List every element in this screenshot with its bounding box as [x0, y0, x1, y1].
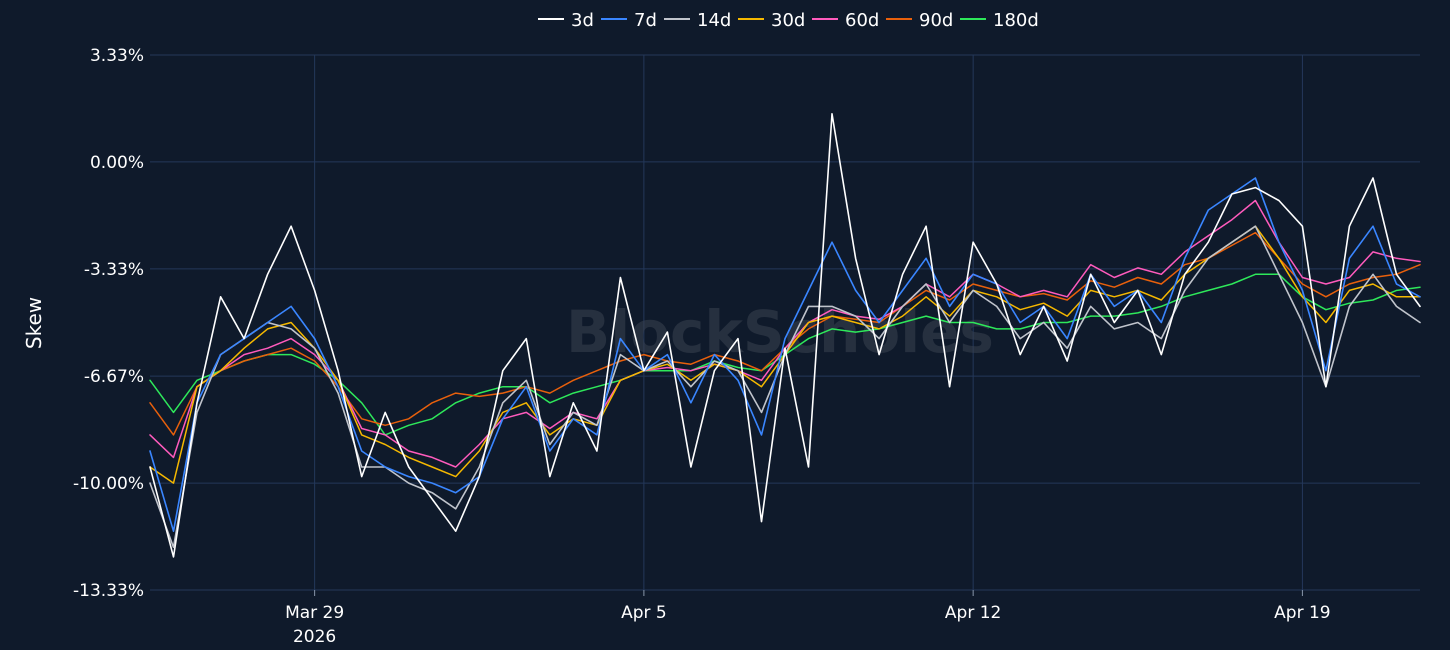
y-tick-label: -10.00% — [73, 474, 144, 494]
y-axis-title: Skew — [22, 297, 46, 349]
legend-label-3d: 3d — [571, 10, 594, 31]
y-tick-label: 3.33% — [90, 46, 144, 66]
series-line-3d — [149, 113, 1421, 558]
x-tick-label: Apr 12 — [945, 603, 1001, 623]
y-tick-label: 0.00% — [90, 153, 144, 173]
x-tick-label: Apr 19 — [1274, 603, 1330, 623]
y-tick-label: -13.33% — [73, 581, 144, 601]
series-line-7d — [149, 177, 1421, 533]
legend: 3d 7d 14d 30d 60d 90d 180d — [538, 10, 1039, 31]
y-tick-label: -6.67% — [84, 367, 144, 387]
legend-label-90d: 90d — [919, 10, 953, 31]
legend-label-14d: 14d — [697, 10, 731, 31]
x-axis-ticks: Mar 29 2026 Apr 5 Apr 12 Apr 19 — [285, 603, 1331, 647]
legend-label-180d: 180d — [993, 10, 1039, 31]
y-axis-ticks: 3.33% 0.00% -3.33% -6.67% -10.00% -13.33% — [73, 46, 144, 601]
legend-label-7d: 7d — [634, 10, 657, 31]
x-tick-label: Mar 29 — [285, 603, 344, 623]
legend-label-30d: 30d — [771, 10, 805, 31]
x-tick-label: Apr 5 — [621, 603, 667, 623]
series-lines — [149, 113, 1421, 558]
y-tick-label: -3.33% — [84, 260, 144, 280]
series-line-14d — [149, 225, 1421, 549]
legend-label-60d: 60d — [845, 10, 879, 31]
x-tick-sublabel: 2026 — [293, 627, 336, 647]
